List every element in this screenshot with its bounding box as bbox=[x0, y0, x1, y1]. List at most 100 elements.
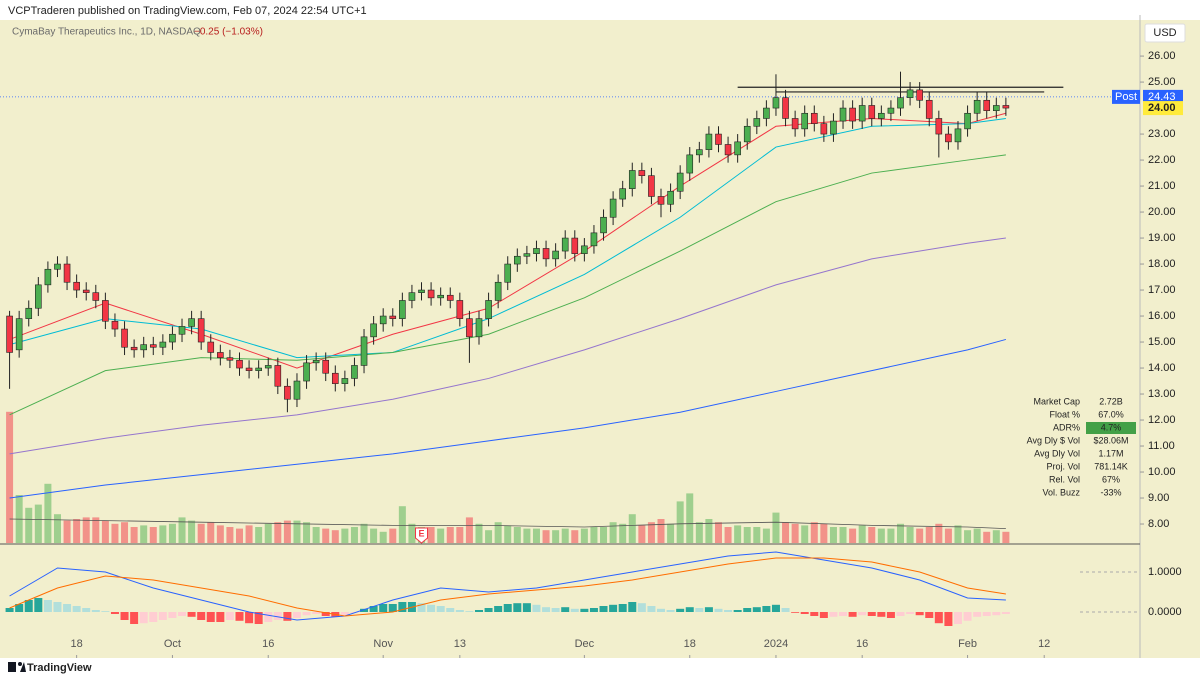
volume-bar bbox=[580, 528, 588, 543]
volume-bar bbox=[149, 527, 157, 543]
volume-bar bbox=[130, 527, 138, 543]
volume-bar bbox=[303, 522, 311, 543]
macd-histogram-bar bbox=[474, 610, 483, 612]
volume-bar bbox=[283, 520, 291, 543]
volume-bar bbox=[753, 527, 761, 543]
y-tick-label: 17.00 bbox=[1148, 284, 1176, 296]
candle-body bbox=[830, 120, 837, 135]
candle-body bbox=[255, 367, 262, 371]
signal-line bbox=[9, 557, 1006, 617]
y-tick-label: 20.00 bbox=[1148, 206, 1176, 218]
volume-bar bbox=[331, 530, 339, 543]
candle-body bbox=[264, 365, 272, 369]
symbol: CymaBay Therapeutics Inc., 1D, NASDAQ bbox=[12, 27, 201, 38]
candle-body bbox=[322, 359, 330, 374]
macd-histogram-bar bbox=[647, 606, 656, 612]
volume-bar bbox=[101, 520, 109, 543]
volume-bar bbox=[312, 527, 320, 543]
volume-bar bbox=[964, 530, 972, 543]
volume-bar bbox=[552, 530, 560, 543]
macd-histogram-bar bbox=[82, 608, 91, 612]
candle-body bbox=[389, 315, 397, 319]
macd-histogram-bar bbox=[839, 612, 848, 616]
volume-bar bbox=[714, 522, 722, 543]
x-tick-label: Feb bbox=[958, 638, 977, 650]
volume-bar bbox=[944, 528, 952, 543]
macd-histogram-bar bbox=[973, 612, 982, 617]
y-tick-label: 12.00 bbox=[1148, 414, 1176, 426]
volume-bar bbox=[379, 531, 387, 543]
volume-bar bbox=[274, 522, 282, 543]
candle-body bbox=[715, 133, 722, 145]
currency[interactable]: USD bbox=[1153, 27, 1176, 39]
currency-box[interactable] bbox=[1144, 23, 1186, 43]
macd-histogram-bar bbox=[72, 606, 81, 612]
candle-body bbox=[351, 365, 358, 379]
volume-bar bbox=[53, 514, 61, 543]
volume-bar bbox=[159, 525, 167, 543]
volume-bar bbox=[25, 507, 33, 543]
macd-histogram-bar bbox=[858, 612, 867, 616]
volume-bar bbox=[207, 522, 215, 543]
candle-body bbox=[169, 333, 176, 343]
candle-body bbox=[657, 196, 665, 205]
macd-histogram-bar bbox=[906, 612, 915, 614]
macd-histogram-bar bbox=[925, 612, 934, 618]
volume-bar bbox=[916, 528, 924, 543]
x-tick-label: 16 bbox=[262, 638, 274, 650]
volume-bar bbox=[44, 483, 52, 543]
stat-value: 781.14K bbox=[1094, 461, 1128, 471]
macd-histogram-bar bbox=[216, 612, 225, 622]
stat-label: Proj. Vol bbox=[1046, 461, 1080, 471]
macd-histogram-bar bbox=[302, 612, 311, 616]
macd-histogram-bar bbox=[992, 612, 1001, 616]
candle-body bbox=[82, 289, 90, 293]
moving-average bbox=[9, 338, 1007, 499]
volume-bar bbox=[6, 411, 14, 543]
volume-bar bbox=[370, 528, 378, 543]
candle-body bbox=[973, 99, 981, 114]
volume-bar bbox=[408, 523, 416, 543]
candle-body bbox=[274, 365, 282, 387]
macd-histogram-bar bbox=[34, 598, 43, 612]
candle-body bbox=[782, 97, 789, 119]
candle-body bbox=[111, 320, 119, 330]
candle-body bbox=[178, 326, 186, 335]
volume-bar bbox=[322, 528, 330, 543]
volume-ma bbox=[9, 518, 1006, 529]
x-tick-label: Oct bbox=[164, 638, 181, 650]
candle-body bbox=[207, 341, 215, 353]
stat-value: 1.17M bbox=[1098, 448, 1123, 458]
volume-bar bbox=[168, 523, 176, 543]
candle-body bbox=[494, 281, 502, 301]
volume-bar bbox=[954, 525, 962, 543]
macd-histogram-bar bbox=[609, 604, 618, 612]
volume-bar bbox=[609, 522, 617, 543]
candle-body bbox=[73, 281, 80, 291]
macd-histogram-bar bbox=[589, 608, 598, 612]
y-tick-label: 19.00 bbox=[1148, 232, 1176, 244]
y-tick-label: 21.00 bbox=[1148, 180, 1176, 192]
candle-body bbox=[628, 170, 636, 189]
stat-value: 2.72B bbox=[1099, 396, 1123, 406]
candle-body bbox=[638, 170, 646, 176]
candle-body bbox=[676, 172, 684, 192]
volume-bar bbox=[63, 520, 71, 543]
macd-histogram-bar bbox=[982, 612, 991, 616]
volume-bar bbox=[523, 528, 531, 543]
macd-histogram-bar bbox=[245, 612, 254, 624]
volume-bar bbox=[216, 525, 224, 543]
macd-histogram-bar bbox=[225, 612, 234, 620]
volume-bar bbox=[456, 527, 464, 543]
macd-histogram-bar bbox=[877, 612, 886, 617]
candle-body bbox=[188, 318, 195, 327]
macd-histogram-bar bbox=[810, 612, 819, 616]
macd-histogram-bar bbox=[465, 611, 474, 612]
macd-tick-label: 1.0000 bbox=[1148, 566, 1182, 578]
candle-body bbox=[878, 112, 885, 119]
volume-bar bbox=[839, 527, 847, 543]
candle-body bbox=[217, 352, 224, 358]
macd-histogram-bar bbox=[398, 602, 407, 612]
macd-histogram-bar bbox=[867, 612, 876, 616]
